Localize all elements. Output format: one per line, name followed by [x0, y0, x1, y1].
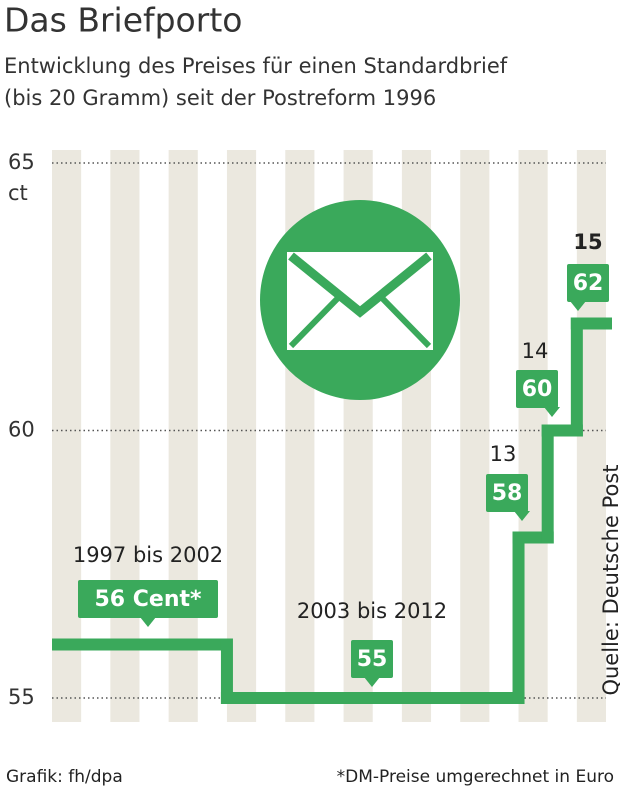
category-label: 13 — [490, 442, 517, 466]
callout-pointer — [544, 407, 560, 417]
y-tick-label: 60 — [8, 418, 35, 442]
callout-box — [486, 474, 528, 512]
value-label: 55 — [357, 647, 388, 672]
category-label: 15 — [573, 230, 602, 254]
envelope-icon — [260, 200, 460, 400]
callout-box — [351, 640, 393, 678]
value-label: 62 — [573, 271, 604, 296]
y-unit: ct — [8, 181, 28, 205]
stripe — [168, 150, 198, 722]
footnote: *DM-Preise umgerechnet in Euro — [337, 767, 614, 787]
chart-title: Das Briefporto — [4, 1, 242, 40]
subtitle: Entwicklung des Preises für einen Standa… — [4, 54, 508, 78]
credit: Grafik: fh/dpa — [6, 767, 123, 787]
value-label: 56 Cent* — [94, 587, 202, 612]
callout-box — [516, 370, 558, 408]
callout-pointer — [570, 301, 586, 311]
stripe — [52, 150, 82, 722]
value-label: 58 — [492, 481, 523, 506]
y-tick-label: 55 — [8, 685, 35, 709]
callout-box — [567, 264, 609, 302]
category-label: 2003 bis 2012 — [297, 599, 447, 623]
source: Quelle: Deutsche Post — [599, 464, 620, 695]
callout-pointer — [514, 511, 530, 521]
callout-box — [78, 580, 218, 618]
stripe — [460, 150, 490, 722]
callout-pointer — [364, 677, 380, 687]
y-tick-label: 65 — [8, 150, 35, 174]
callout-pointer — [140, 617, 156, 627]
subtitle: (bis 20 Gramm) seit der Postreform 1996 — [4, 86, 436, 110]
value-label: 60 — [522, 377, 553, 402]
stripe — [110, 150, 140, 722]
category-label: 1997 bis 2002 — [73, 543, 223, 567]
stripes — [52, 150, 606, 722]
category-label: 14 — [522, 339, 549, 363]
stripe — [226, 150, 257, 722]
